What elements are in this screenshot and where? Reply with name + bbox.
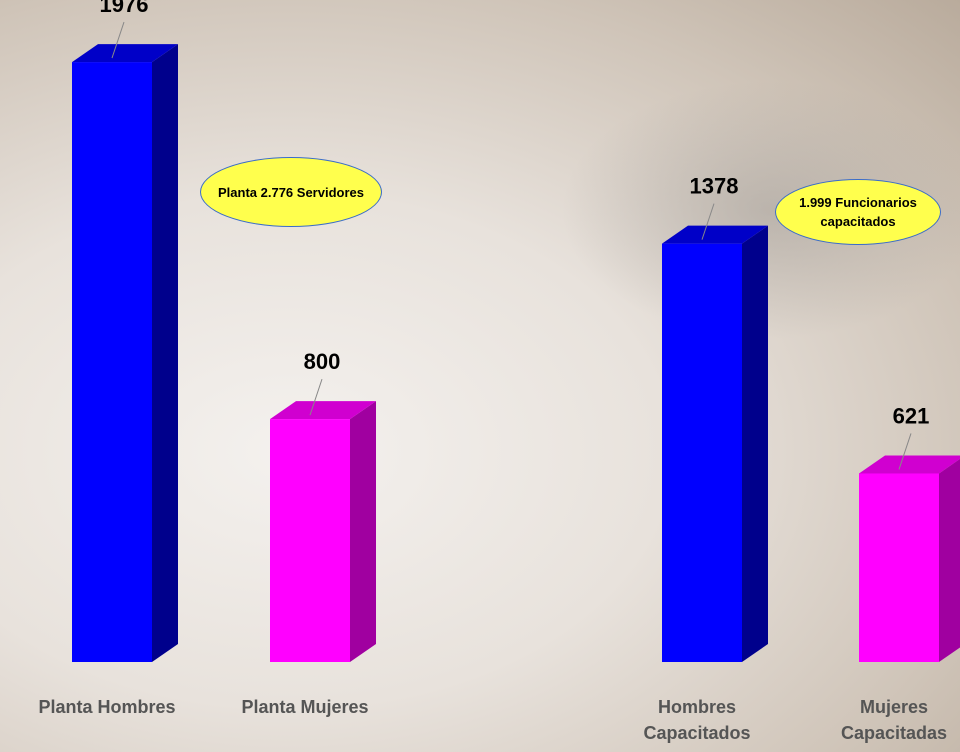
x-tick-label: Planta Mujeres	[241, 697, 369, 717]
bar-side	[350, 401, 376, 662]
bar	[662, 243, 742, 662]
x-tick-label: Planta Hombres	[38, 697, 176, 717]
bar-side	[152, 44, 178, 662]
bar-top	[72, 44, 178, 63]
bar	[270, 419, 350, 662]
bar	[859, 473, 939, 662]
value-label: 1378	[690, 174, 739, 199]
bar-side	[939, 458, 960, 662]
x-tick-label: Mujeres Capacitadas	[840, 697, 948, 743]
value-label: 621	[893, 403, 930, 428]
value-label: 800	[304, 349, 341, 374]
annotation: 1.999 Funcionarios capacitados	[775, 179, 941, 245]
bar-top	[270, 401, 376, 420]
value-label: 1976	[100, 0, 149, 17]
bar	[72, 62, 152, 662]
bar-top	[859, 455, 960, 474]
leader-line	[701, 203, 715, 240]
bar-top	[662, 225, 768, 244]
x-tick-label: Hombres Capacitados	[643, 697, 751, 743]
leader-line	[898, 433, 912, 470]
leader-line	[111, 21, 125, 59]
annotation: Planta 2.776 Servidores	[200, 157, 382, 227]
bar-side	[742, 225, 768, 662]
leader-line	[309, 378, 323, 416]
